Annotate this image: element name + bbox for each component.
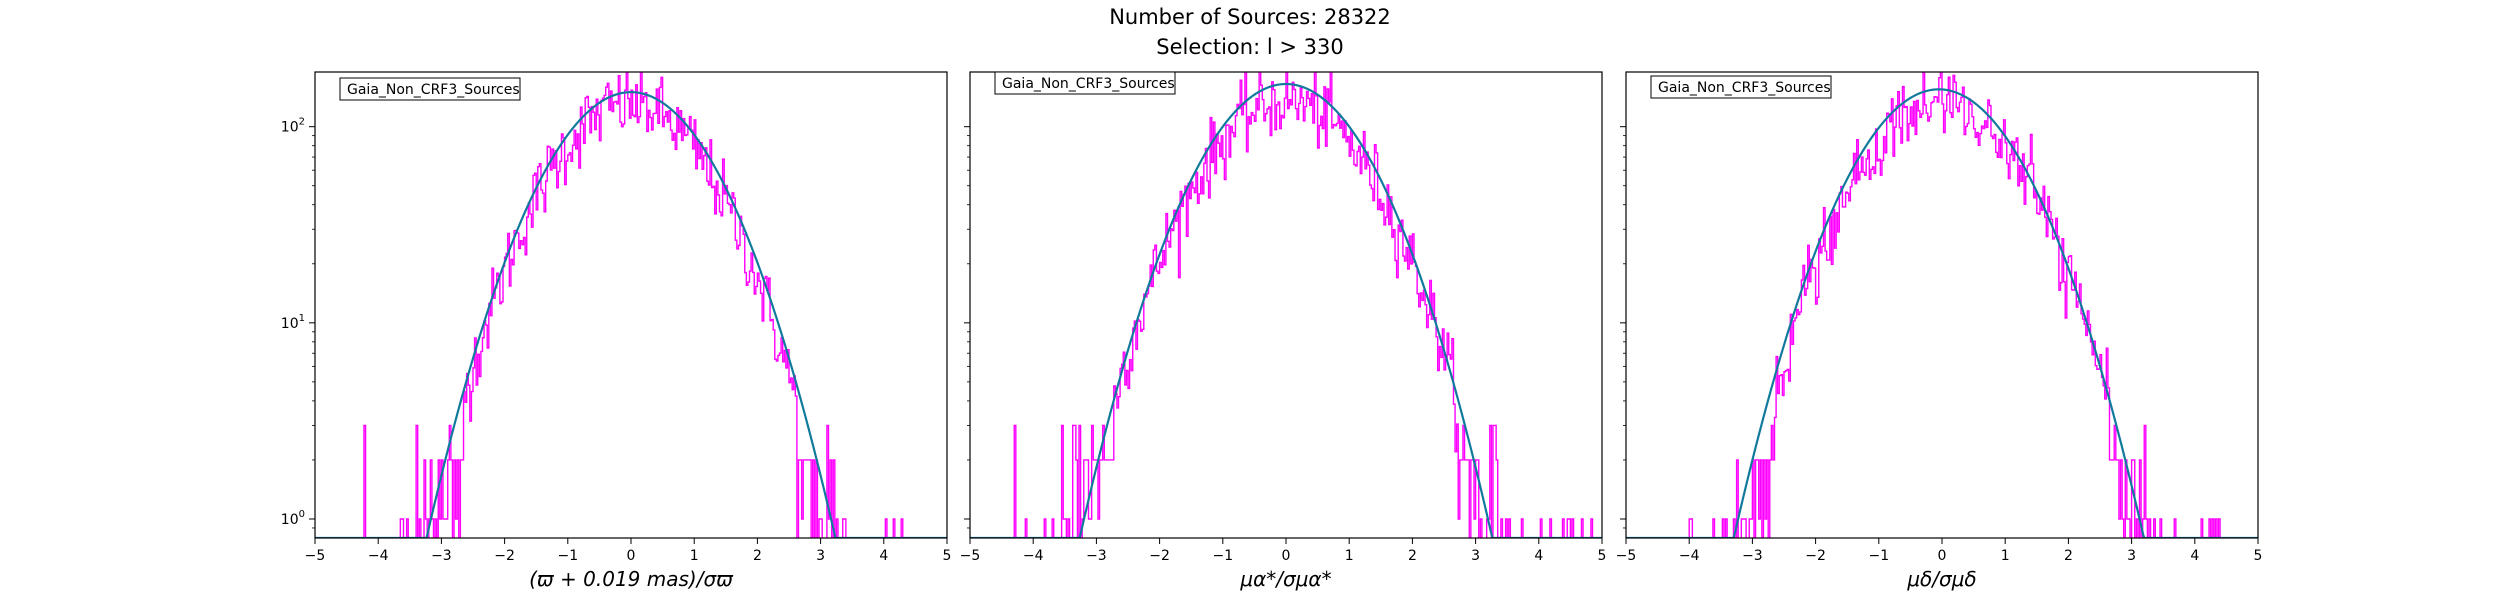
figure-title-line2: Selection: l > 330: [1156, 35, 1343, 59]
x-tick-label: −1: [1868, 548, 1889, 564]
legend-box: [1650, 75, 1832, 99]
fit-line-overlay: [1626, 88, 2258, 538]
x-tick-label: 0: [1282, 548, 1291, 564]
x-tick-label: −3: [1742, 548, 1763, 564]
panel-2: −5 −4 −3 −2 −1 0 1 2 3 4 5 μα*/σμα* Gaia_Non_CRF3_So…: [960, 71, 1607, 591]
fit-curve: [1626, 88, 2258, 538]
histogram-steps: [1688, 72, 2221, 538]
x-tick-label: −4: [1679, 548, 1700, 564]
histogram: [1688, 72, 2221, 538]
x-axis-label: μδ/σμδ: [1906, 567, 1976, 591]
axes-frame: [1625, 71, 2259, 539]
histogram-steps: [363, 72, 904, 538]
panel-3: −5 −4 −3 −2 −1 0 1 2 3 4 5 μδ/σμδ Gaia_Non_CRF3_Sour…: [1616, 71, 2263, 591]
histogram: [363, 72, 904, 538]
x-tick-label: 3: [2127, 548, 2136, 564]
x-axis-label: μα*/σμα*: [1239, 567, 1331, 591]
axes-frame: [969, 71, 1603, 539]
x-tick-label: −2: [494, 548, 515, 564]
x-tick-label: 1: [1345, 548, 1354, 564]
legend-label: Gaia_Non_CRF3_Sources: [1002, 76, 1175, 92]
legend: Gaia_Non_CRF3_Sources: [339, 77, 521, 101]
x-tick-label: 1: [690, 548, 699, 564]
x-tick-label: −5: [1616, 548, 1637, 564]
legend-box: [994, 71, 1176, 95]
figure-title-line1: Number of Sources: 28322: [1109, 5, 1391, 29]
x-tick-label: −5: [960, 548, 981, 564]
x-tick-label: −2: [1805, 548, 1826, 564]
x-tick-label: −3: [431, 548, 452, 564]
x-tick-label: −2: [1149, 548, 1170, 564]
legend: Gaia_Non_CRF3_Sources: [1650, 75, 1832, 99]
x-tick-label: −1: [557, 548, 578, 564]
legend-label: Gaia_Non_CRF3_Sources: [1658, 80, 1831, 96]
x-axis-label: (ϖ + 0.019 mas)/σϖ: [529, 567, 734, 591]
legend-box: [339, 77, 521, 101]
x-tick-label: −5: [305, 548, 326, 564]
fit-line-overlay: [970, 83, 1602, 538]
x-tick-label: 2: [753, 548, 762, 564]
fit-line: [970, 82, 1602, 538]
x-tick-label: −3: [1086, 548, 1107, 564]
histogram: [1013, 72, 1594, 538]
fit-curve: [315, 91, 947, 538]
fit-curve: [970, 82, 1602, 538]
panel-1: −5 −4 −3 −2 −1 0 1 2 3 4 5 100 101 102 (ϖ + 0.019 mas)…: [281, 71, 952, 591]
y-tick-label: 100: [281, 509, 305, 528]
x-tick-label: 0: [627, 548, 636, 564]
histogram-steps: [1013, 72, 1594, 538]
x-tick-label: 5: [2254, 548, 2263, 564]
x-tick-label: 3: [1471, 548, 1480, 564]
legend-label: Gaia_Non_CRF3_Sources: [347, 82, 520, 98]
x-tick-label: 5: [943, 548, 952, 564]
x-tick-label: 2: [1408, 548, 1417, 564]
x-tick-label: 1: [2001, 548, 2010, 564]
y-tick-label: 102: [281, 117, 305, 136]
fit-line: [315, 91, 947, 538]
fit-line: [1626, 88, 2258, 538]
fit-line-overlay: [315, 91, 947, 538]
x-tick-label: 0: [1938, 548, 1947, 564]
x-tick-label: −4: [368, 548, 389, 564]
x-tick-label: 2: [2064, 548, 2073, 564]
x-tick-label: 4: [879, 548, 888, 564]
legend: Gaia_Non_CRF3_Sources: [994, 71, 1176, 95]
axes-frame: [314, 71, 948, 539]
x-tick-label: 4: [2190, 548, 2199, 564]
x-tick-label: −1: [1212, 548, 1233, 564]
x-tick-label: 4: [1534, 548, 1543, 564]
x-tick-label: 3: [816, 548, 825, 564]
y-tick-label: 101: [281, 313, 305, 332]
x-tick-label: 5: [1598, 548, 1607, 564]
x-tick-label: −4: [1023, 548, 1044, 564]
